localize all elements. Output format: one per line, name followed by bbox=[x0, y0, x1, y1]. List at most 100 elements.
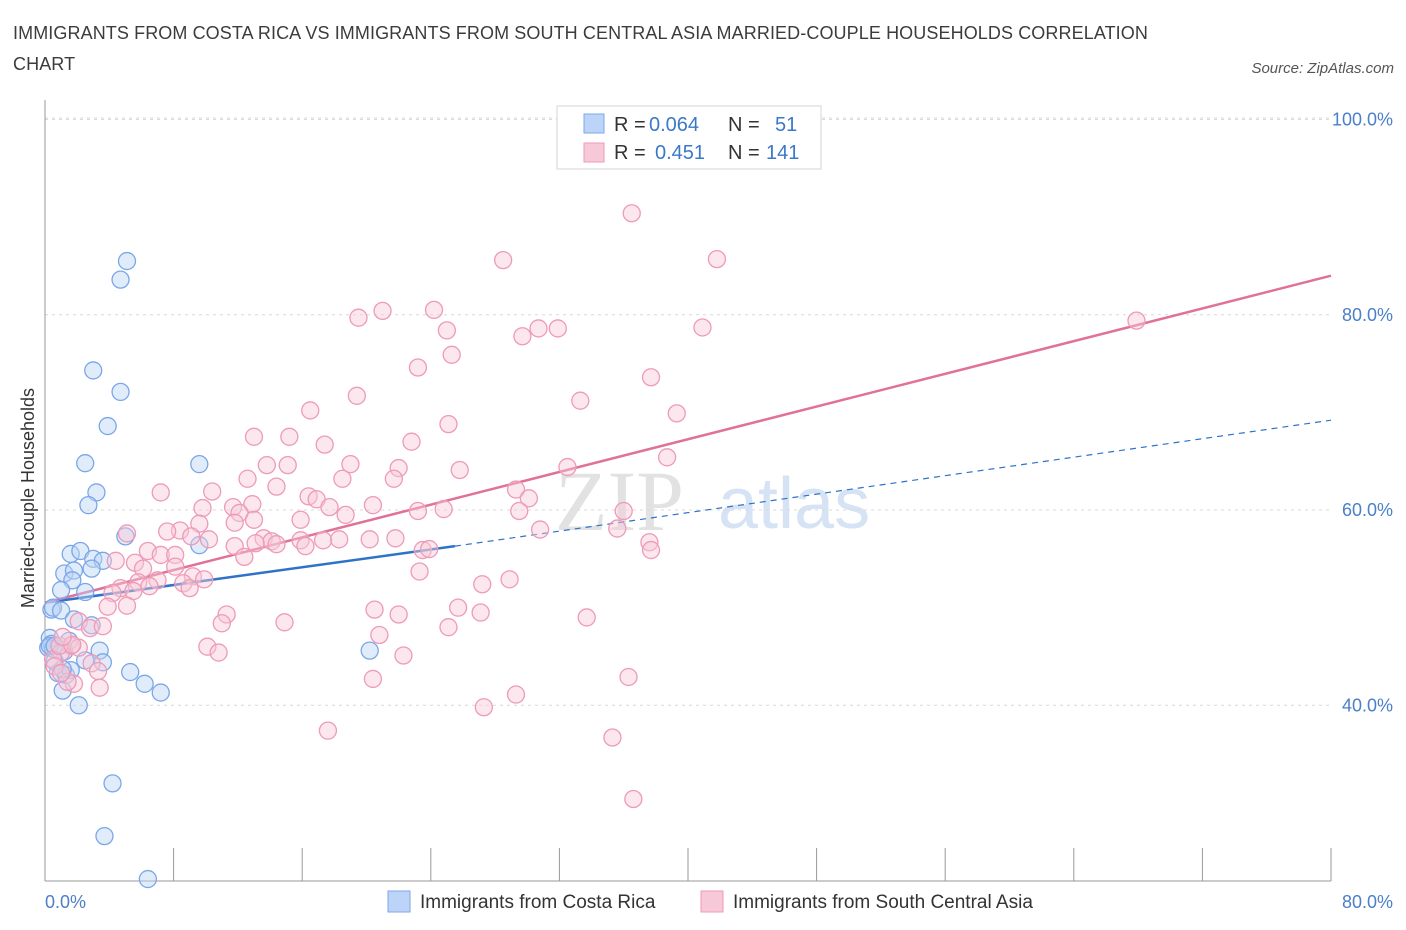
point-pink-65 bbox=[313, 531, 333, 550]
bottom-legend-label-pink: Immigrants from South Central Asia bbox=[733, 892, 1033, 913]
point-blue-39 bbox=[135, 674, 154, 693]
point-pink-88 bbox=[129, 573, 148, 592]
point-pink-114 bbox=[198, 637, 217, 656]
point-pink-40 bbox=[320, 497, 339, 517]
point-pink-126 bbox=[506, 685, 526, 704]
point-pink-15 bbox=[571, 391, 590, 410]
point-blue-40 bbox=[151, 683, 170, 702]
point-blue-45 bbox=[103, 774, 122, 793]
legend-n-value-1: 51 bbox=[775, 114, 797, 136]
legend-r-label-2: R = bbox=[614, 142, 646, 164]
point-pink-6 bbox=[693, 318, 712, 337]
tick-labels: 40.0% 60.0% 80.0% 100.0% 0.0% 80.0% bbox=[45, 110, 1393, 912]
x-tick-label-1: 80.0% bbox=[1342, 892, 1393, 912]
point-pink-108 bbox=[93, 617, 113, 636]
data-points bbox=[39, 204, 1146, 889]
point-pink-106 bbox=[69, 612, 88, 631]
bottom-legend-swatch-pink bbox=[700, 890, 724, 913]
point-pink-101 bbox=[217, 605, 236, 624]
point-pink-95 bbox=[500, 570, 519, 589]
point-pink-59 bbox=[158, 522, 177, 541]
point-pink-100 bbox=[117, 596, 137, 615]
legend-n-value-2: 141 bbox=[766, 142, 799, 164]
point-blue-5 bbox=[76, 454, 95, 473]
point-pink-71 bbox=[267, 535, 286, 554]
point-pink-79 bbox=[235, 547, 254, 567]
point-pink-61 bbox=[199, 530, 219, 549]
point-blue-4 bbox=[98, 416, 117, 436]
point-pink-55 bbox=[170, 521, 190, 540]
trend-line-blue-extension bbox=[454, 419, 1332, 547]
legend-swatch-blue bbox=[583, 113, 605, 134]
point-pink-58 bbox=[608, 519, 627, 538]
point-pink-82 bbox=[133, 559, 153, 578]
watermark-zip: ZIP bbox=[555, 453, 684, 549]
legend-r-value-1: 0.064 bbox=[649, 114, 699, 136]
point-blue-8 bbox=[79, 495, 98, 515]
point-pink-116 bbox=[394, 646, 413, 665]
point-blue-47 bbox=[138, 869, 158, 889]
point-pink-19 bbox=[244, 427, 264, 446]
point-pink-17 bbox=[667, 404, 686, 423]
point-pink-87 bbox=[180, 578, 199, 598]
point-pink-72 bbox=[296, 536, 315, 556]
point-pink-91 bbox=[103, 583, 122, 603]
point-pink-5 bbox=[349, 308, 368, 327]
y-axis-label: Married-couple Households bbox=[18, 388, 38, 608]
point-blue-46 bbox=[95, 826, 114, 846]
point-pink-115 bbox=[209, 643, 228, 662]
point-pink-131 bbox=[1127, 311, 1146, 330]
point-pink-51 bbox=[336, 505, 355, 525]
point-pink-50 bbox=[244, 510, 264, 529]
point-pink-98 bbox=[471, 603, 490, 622]
bottom-legend-label-blue: Immigrants from Costa Rica bbox=[420, 892, 656, 913]
point-pink-9 bbox=[513, 327, 532, 346]
point-pink-80 bbox=[106, 551, 125, 570]
point-pink-48 bbox=[614, 501, 633, 521]
point-pink-29 bbox=[558, 457, 577, 477]
point-pink-42 bbox=[193, 498, 212, 518]
point-pink-56 bbox=[117, 524, 137, 543]
point-blue-22 bbox=[51, 601, 71, 620]
point-blue-6 bbox=[190, 454, 209, 474]
point-pink-12 bbox=[408, 358, 428, 377]
point-pink-120 bbox=[88, 661, 108, 681]
point-pink-99 bbox=[98, 597, 117, 616]
point-pink-25 bbox=[278, 455, 297, 475]
point-pink-26 bbox=[389, 458, 408, 478]
point-pink-97 bbox=[448, 598, 468, 617]
axes bbox=[44, 100, 1332, 882]
chart-title: IMMIGRANTS FROM COSTA RICA VS IMMIGRANTS… bbox=[13, 23, 1148, 74]
point-pink-135 bbox=[51, 663, 71, 683]
gridlines bbox=[45, 117, 1331, 706]
point-pink-121 bbox=[64, 674, 84, 693]
point-pink-37 bbox=[203, 482, 222, 501]
point-pink-31 bbox=[333, 469, 352, 488]
point-pink-118 bbox=[45, 657, 64, 676]
point-blue-38 bbox=[121, 662, 140, 682]
point-pink-89 bbox=[140, 577, 159, 596]
point-blue-41 bbox=[53, 681, 72, 700]
point-pink-103 bbox=[577, 608, 596, 627]
point-pink-70 bbox=[246, 534, 265, 553]
point-pink-21 bbox=[402, 432, 421, 451]
point-pink-14 bbox=[347, 386, 367, 405]
point-blue-0 bbox=[117, 251, 137, 271]
point-pink-129 bbox=[603, 728, 622, 747]
bottom-legend: Immigrants from Costa Rica Immigrants fr… bbox=[387, 890, 1033, 913]
point-pink-122 bbox=[363, 669, 383, 689]
point-pink-66 bbox=[330, 530, 349, 549]
point-pink-1 bbox=[707, 249, 727, 269]
y-tick-label-3: 100.0% bbox=[1332, 110, 1393, 130]
point-pink-46 bbox=[434, 499, 453, 519]
point-pink-68 bbox=[386, 529, 405, 548]
point-pink-128 bbox=[318, 721, 338, 740]
point-pink-10 bbox=[548, 319, 567, 338]
y-tick-label-1: 60.0% bbox=[1342, 500, 1393, 520]
point-pink-67 bbox=[360, 530, 379, 549]
point-pink-36 bbox=[151, 483, 170, 502]
point-pink-16 bbox=[301, 401, 320, 420]
bottom-legend-swatch-blue bbox=[387, 890, 411, 913]
point-blue-3 bbox=[111, 382, 130, 402]
point-pink-53 bbox=[225, 513, 244, 532]
